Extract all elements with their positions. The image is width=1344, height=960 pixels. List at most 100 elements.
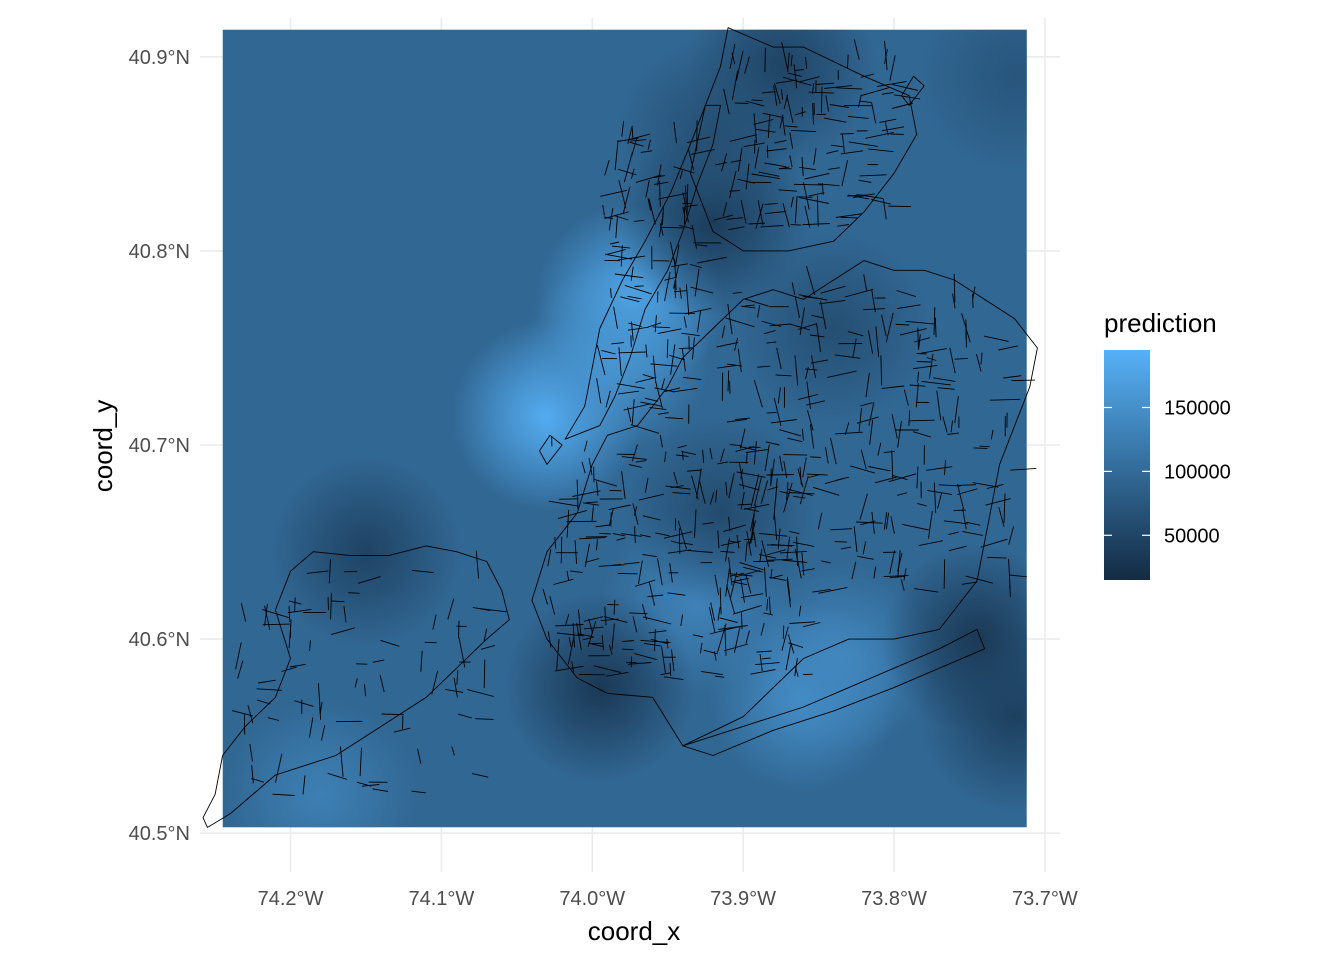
tract-line-mh-698 xyxy=(697,256,727,264)
tract-line-bk-159 xyxy=(772,574,783,579)
tract-line-bx-799 xyxy=(860,87,890,97)
tract-line-mh-686 xyxy=(659,223,664,236)
tract-line-bk-181 xyxy=(700,642,703,654)
tract-line-bx-874 xyxy=(893,94,921,100)
tract-line-bx-867 xyxy=(778,166,790,170)
tract-line-bk-216 xyxy=(595,524,611,528)
tract-line-mh-617 xyxy=(629,141,644,147)
tract-line-qn-522 xyxy=(905,320,934,325)
tract-line-si-88 xyxy=(327,772,347,780)
tract-line-qn-545 xyxy=(862,541,867,555)
tract-line-qn-500 xyxy=(921,380,951,386)
tract-line-si-21 xyxy=(264,605,271,630)
tract-line-bx-853 xyxy=(881,126,905,132)
tract-line-bk-237 xyxy=(723,524,746,533)
tract-line-qn-559 xyxy=(943,559,946,589)
tract-line-bk-224 xyxy=(702,522,714,525)
tract-line-bx-836 xyxy=(802,223,830,226)
tract-line-bk-306 xyxy=(787,488,813,496)
tract-line-mh-628 xyxy=(606,248,626,255)
tract-line-mh-693 xyxy=(682,376,702,381)
tract-line-qn-467 xyxy=(840,546,852,550)
tract-line-qn-384 xyxy=(844,288,874,298)
tract-line-mh-710 xyxy=(629,133,651,140)
tract-line-mh-657 xyxy=(645,344,648,358)
tract-line-si-73 xyxy=(472,773,489,778)
tract-line-qn-370 xyxy=(942,416,948,433)
tract-line-qn-574 xyxy=(736,471,766,478)
tract-line-bk-96 xyxy=(786,578,791,608)
tract-line-qn-595 xyxy=(858,408,862,432)
tract-line-qn-443 xyxy=(793,495,806,499)
tract-line-bx-814 xyxy=(723,88,730,115)
tract-line-mh-634 xyxy=(645,179,650,198)
tract-line-si-37 xyxy=(330,593,332,620)
tract-line-mh-681 xyxy=(608,208,614,231)
tract-line-qn-592 xyxy=(962,530,983,536)
tract-line-mh-718 xyxy=(671,263,688,268)
tract-line-bk-327 xyxy=(554,536,557,549)
tract-line-bx-771 xyxy=(801,156,804,176)
tract-line-qn-603 xyxy=(805,367,809,380)
tract-line-bk-320 xyxy=(740,491,745,510)
tract-line-qn-553 xyxy=(847,331,864,337)
tract-line-qn-527 xyxy=(805,265,816,296)
tract-line-qn-421 xyxy=(1008,526,1015,545)
tract-line-mh-696 xyxy=(621,121,625,137)
tract-line-qn-350 xyxy=(877,442,882,456)
tract-line-qn-566 xyxy=(954,357,969,360)
tract-line-bk-232 xyxy=(555,624,584,627)
tract-line-qn-477 xyxy=(908,419,935,422)
tract-line-qn-604 xyxy=(897,421,902,448)
tract-line-qn-605 xyxy=(775,477,778,502)
tract-line-qn-504 xyxy=(850,465,876,474)
tract-line-si-1 xyxy=(359,747,362,777)
tract-line-bk-270 xyxy=(672,492,691,495)
tract-line-qn-594 xyxy=(871,289,876,313)
tract-line-bk-147 xyxy=(612,533,625,537)
tract-line-mh-623 xyxy=(600,189,628,197)
tract-line-bk-95 xyxy=(671,649,675,672)
tract-line-bk-169 xyxy=(633,506,638,516)
tract-line-qn-480 xyxy=(770,419,797,424)
tract-line-bk-302 xyxy=(621,471,626,500)
tract-line-bx-834 xyxy=(753,113,757,144)
tract-line-bk-92 xyxy=(714,675,725,678)
tract-line-bx-863 xyxy=(853,39,860,60)
census-tract-boundaries xyxy=(202,27,1038,828)
tract-line-bk-110 xyxy=(566,509,570,538)
tract-line-mh-625 xyxy=(696,310,702,333)
tract-line-qn-429 xyxy=(738,483,760,491)
tract-line-bk-279 xyxy=(673,471,678,485)
tract-line-bk-236 xyxy=(729,572,745,577)
tract-line-bx-792 xyxy=(782,76,812,86)
tract-line-bk-200 xyxy=(786,576,791,602)
tract-line-mh-749 xyxy=(618,179,627,209)
tract-line-bx-879 xyxy=(790,54,793,67)
tract-line-bk-239 xyxy=(660,672,671,676)
tract-line-si-8 xyxy=(319,701,323,713)
tract-line-bk-245 xyxy=(733,581,748,586)
tract-line-qn-589 xyxy=(980,352,983,365)
tract-line-si-56 xyxy=(372,659,385,663)
tract-line-qn-459 xyxy=(865,372,870,398)
tract-line-mh-674 xyxy=(690,148,715,155)
tract-line-bx-815 xyxy=(871,102,877,124)
tract-line-bk-145 xyxy=(558,498,579,500)
tract-line-bx-844 xyxy=(811,83,815,95)
tract-line-mh-694 xyxy=(647,322,662,328)
tract-line-qn-599 xyxy=(857,555,874,560)
tract-line-mh-658 xyxy=(618,351,647,354)
tract-line-qn-507 xyxy=(853,526,858,553)
tract-line-mh-629 xyxy=(635,376,657,383)
tract-line-bx-898 xyxy=(856,194,884,200)
tract-line-mh-637 xyxy=(688,149,695,171)
tract-line-mh-676 xyxy=(683,316,687,328)
tract-line-bx-862 xyxy=(721,153,728,172)
tract-line-bk-143 xyxy=(621,456,647,460)
tract-line-qn-536 xyxy=(917,371,920,383)
raster-spot-10 xyxy=(270,456,461,647)
tract-line-si-81 xyxy=(302,775,306,795)
tract-line-mh-728 xyxy=(684,307,712,315)
tract-line-bk-188 xyxy=(733,627,741,653)
